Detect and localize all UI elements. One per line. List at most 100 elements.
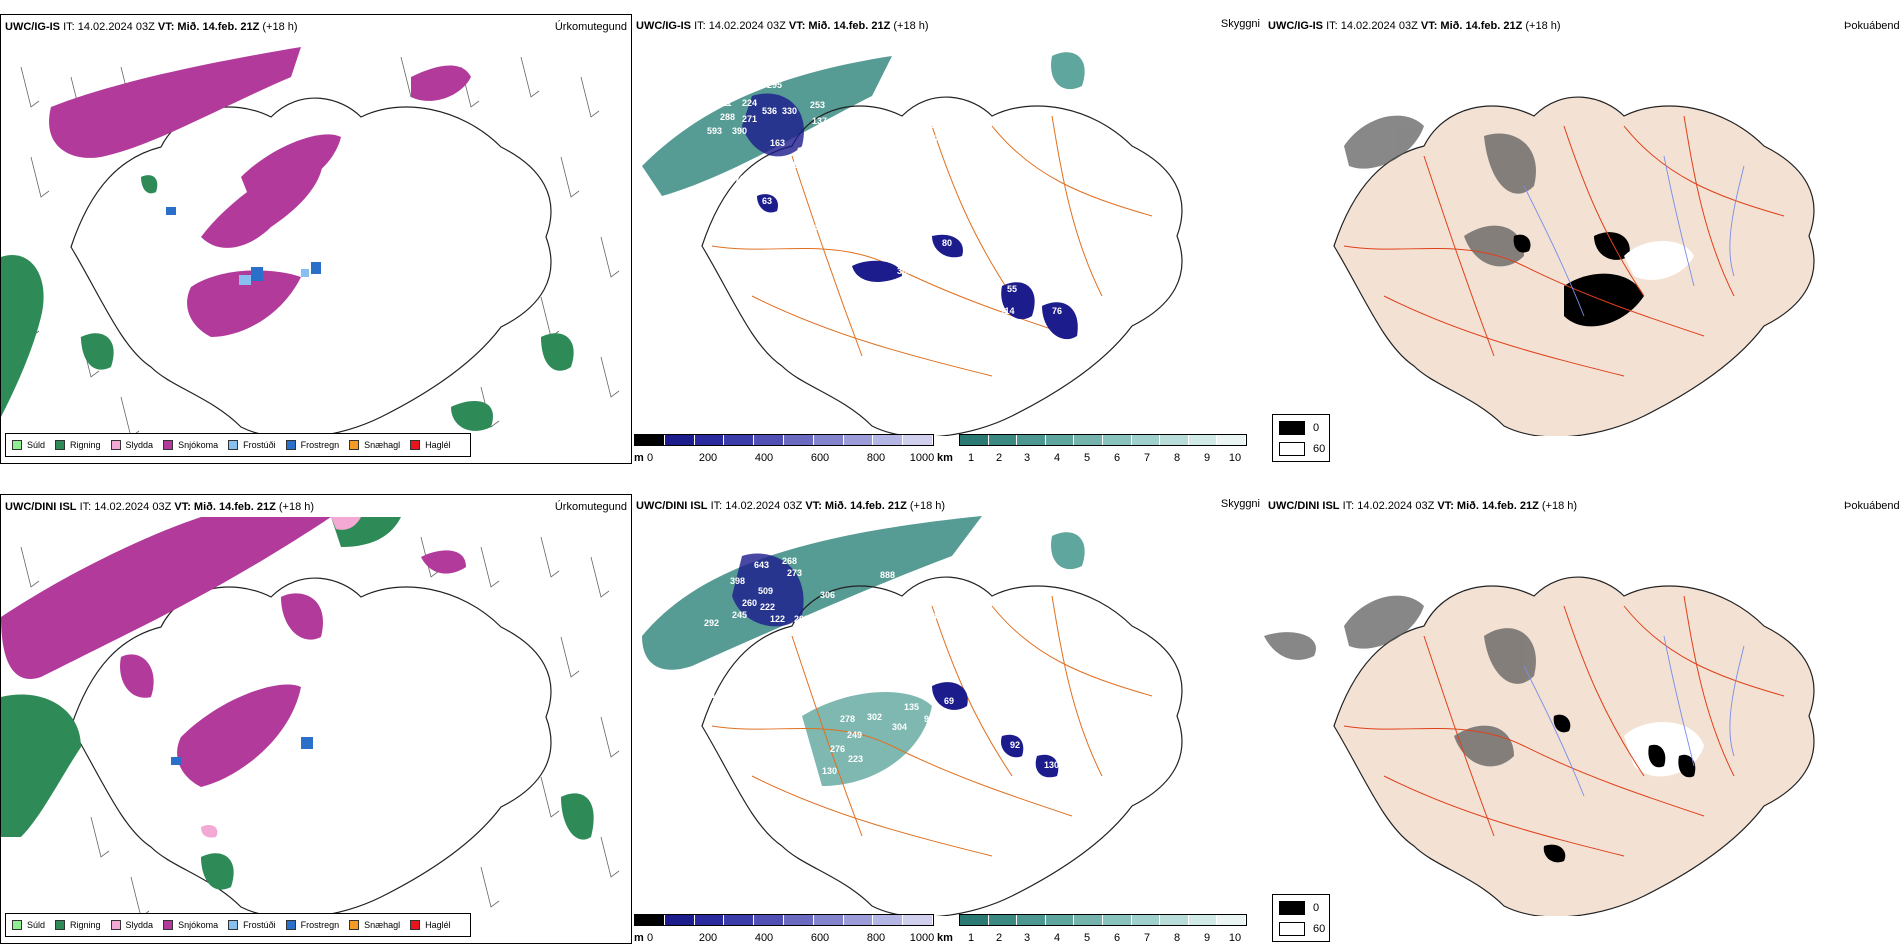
station-label: 101 — [950, 636, 965, 646]
visibility-tick: 7 — [1143, 452, 1151, 464]
legend-item-snaehagl: Snæhagl — [349, 920, 400, 930]
fog-map — [1333, 96, 1815, 436]
visibility-tick: 6 — [1113, 932, 1121, 944]
station-label: 190 — [810, 222, 825, 232]
station-label: 80 — [782, 240, 792, 250]
station-label: 69 — [780, 226, 790, 236]
visibility-tick: 10 — [1228, 932, 1242, 944]
station-label: 137 — [812, 116, 827, 126]
ceiling-tick: 200 — [698, 932, 718, 944]
station-label: 43 — [757, 226, 767, 236]
station-label: 222 — [760, 602, 775, 612]
ceiling-colorbar-cells — [634, 914, 934, 926]
fog-swatch-dense — [1279, 901, 1305, 915]
station-label: 227 — [892, 132, 907, 142]
station-label: 72 — [837, 264, 847, 274]
visibility-tick: 5 — [1083, 452, 1091, 464]
legend-item-haglel: Haglél — [410, 440, 451, 450]
ceiling-tick: 600 — [810, 932, 830, 944]
legend-item-frostudi: Frostúði — [228, 920, 276, 930]
station-label: 245 — [732, 610, 747, 620]
station-label: 69 — [944, 696, 954, 706]
station-label: 389 — [897, 266, 912, 276]
panel-product-label: Úrkomutegund — [554, 21, 627, 33]
legend-item-frostregn: Frostregn — [285, 920, 339, 930]
ceiling-tick: 800 — [866, 932, 886, 944]
visibility-tick: 6 — [1113, 452, 1121, 464]
station-label: 271 — [742, 114, 757, 124]
panel-title: UWC/IG-IS IT: 14.02.2024 03Z VT: Mið. 14… — [5, 21, 298, 33]
visibility-unit: km — [937, 932, 953, 944]
station-label: 224 — [742, 98, 757, 108]
visibility-tick: 1 — [967, 452, 975, 464]
fog-panel-top: UWC/IG-IS IT: 14.02.2024 03Z VT: Mið. 14… — [1264, 14, 1900, 464]
visibility-colorbar: km 1 2 3 4 5 6 7 8 9 10 — [937, 434, 1247, 464]
panel-product-label: Þokuábendi — [1844, 20, 1900, 32]
precip-type-panel-top: UWC/IG-IS IT: 14.02.2024 03Z VT: Mið. 14… — [0, 14, 632, 464]
visibility-map: 643 268 273 398 509 888 306 260 222 245 122 20… — [642, 516, 1183, 916]
rivers — [1523, 635, 1745, 797]
station-label: 130 — [822, 766, 837, 776]
station-label: 16 — [867, 638, 877, 648]
legend-swatch — [110, 920, 121, 930]
panel-title: UWC/IG-IS IT: 14.02.2024 03Z VT: Mið. 14… — [1268, 20, 1561, 32]
visibility-tick: 2 — [995, 932, 1003, 944]
ceiling-unit: m — [634, 932, 644, 944]
visibility-tick: 9 — [1203, 452, 1211, 464]
station-label: 276 — [830, 744, 845, 754]
visibility-panel-bottom: UWC/DINI ISL IT: 14.02.2024 03Z VT: Mið.… — [632, 494, 1264, 944]
station-label: 55 — [1007, 284, 1017, 294]
station-label: 65 — [780, 654, 790, 664]
station-label: 200 — [922, 262, 937, 272]
station-label: 268 — [782, 556, 797, 566]
station-label: 295 — [767, 80, 782, 90]
station-label: 122 — [770, 614, 785, 624]
fog-legend-label: 60 — [1313, 923, 1326, 935]
fog-swatch-clear — [1279, 922, 1305, 936]
station-label: 593 — [707, 126, 722, 136]
station-label: 509 — [758, 586, 773, 596]
precip-type-map — [1, 47, 620, 439]
legend-swatch — [410, 440, 421, 450]
fog-swatch-dense — [1279, 421, 1305, 435]
snow-areas — [1, 517, 466, 787]
low-ceiling-areas — [742, 93, 1078, 340]
station-label: 143 — [904, 838, 919, 848]
panel-title: UWC/IG-IS IT: 14.02.2024 03Z VT: Mið. 14… — [636, 20, 929, 32]
legend-swatch — [410, 920, 421, 930]
visibility-tick: 1 — [967, 932, 975, 944]
visibility-tick: 3 — [1023, 932, 1031, 944]
station-label: 306 — [820, 590, 835, 600]
panel-title: UWC/DINI ISL IT: 14.02.2024 03Z VT: Mið.… — [636, 500, 946, 512]
station-labels: 643 268 273 398 509 888 306 260 222 245 122 20… — [702, 556, 1059, 848]
frostregn-areas — [171, 737, 313, 765]
visibility-tick: 4 — [1053, 932, 1061, 944]
station-label: 298 — [930, 120, 945, 130]
station-label: 888 — [880, 570, 895, 580]
station-labels: 284 295 611 224 536 330 253 288 271 137 593 39… — [707, 80, 1062, 316]
station-label: 643 — [754, 560, 769, 570]
station-label: 304 — [892, 722, 907, 732]
frostudi-areas — [239, 269, 309, 285]
station-label: 119 — [792, 160, 807, 170]
fog-legend-label: 0 — [1313, 902, 1320, 914]
legend-swatch — [55, 440, 66, 450]
legend-item-rigning: Rigning — [55, 920, 101, 930]
fog-panel-bottom: UWC/DINI ISL IT: 14.02.2024 03Z VT: Mið.… — [1264, 494, 1900, 944]
visibility-tick: 4 — [1053, 452, 1061, 464]
fog-legend: 0 60 — [1272, 414, 1330, 462]
station-label: 80 — [942, 238, 952, 248]
station-label: 92 — [1010, 740, 1020, 750]
station-label: 271 — [862, 168, 877, 178]
station-label: 278 — [840, 714, 855, 724]
legend-item-snjokoma: Snjókoma — [163, 440, 218, 450]
station-label: 125 — [807, 642, 822, 652]
road-network — [1343, 595, 1785, 857]
legend-item-snjokoma: Snjókoma — [163, 920, 218, 930]
ceiling-colorbar: m 0 200 400 600 800 1000 — [634, 434, 934, 464]
legend-item-snaehagl: Snæhagl — [349, 440, 400, 450]
legend-swatch — [55, 920, 66, 930]
fog-legend-label: 0 — [1313, 422, 1320, 434]
legend-item-slydda: Slydda — [110, 920, 153, 930]
station-label: 536 — [762, 106, 777, 116]
